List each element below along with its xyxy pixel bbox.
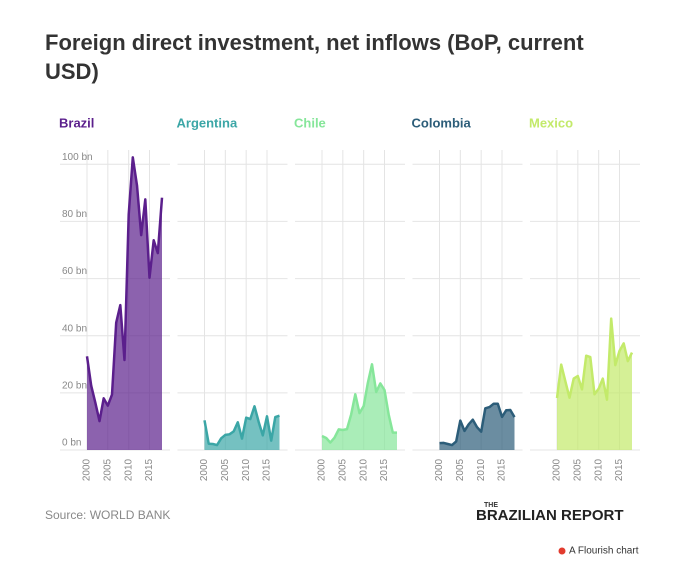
y-tick-label: 20 bn	[62, 380, 87, 391]
x-tick-label: 2000	[552, 458, 563, 481]
x-tick-label: 2005	[572, 458, 583, 481]
area	[322, 364, 397, 450]
x-tick-label: 2005	[455, 458, 466, 481]
x-tick-label: 2015	[262, 458, 273, 481]
facet-title: Mexico	[529, 115, 573, 130]
credit: A Flourish chart	[569, 546, 639, 557]
facet-title: Chile	[294, 115, 326, 130]
logo-top: THE	[484, 502, 498, 509]
x-tick-label: 2010	[241, 458, 252, 481]
facet-title: Colombia	[412, 115, 472, 130]
line	[85, 156, 164, 423]
y-tick-label: 60 bn	[62, 266, 87, 277]
y-tick-label: 80 bn	[62, 209, 87, 220]
x-tick-label: 2015	[379, 458, 390, 481]
x-tick-label: 2005	[220, 458, 231, 481]
area	[204, 406, 280, 450]
facet-title: Brazil	[59, 115, 94, 130]
line	[321, 363, 397, 444]
facet-title: Argentina	[177, 115, 238, 130]
credit-icon	[558, 547, 566, 555]
logo: BRAZILIAN REPORT	[476, 507, 624, 524]
y-tick-label: 100 bn	[62, 152, 93, 163]
source: Source: WORLD BANK	[45, 508, 170, 522]
line	[439, 402, 516, 447]
x-tick-label: 2005	[337, 458, 348, 481]
x-tick-label: 2000	[82, 458, 93, 481]
x-tick-label: 2010	[358, 458, 369, 481]
x-tick-label: 2000	[434, 458, 445, 481]
x-tick-label: 2000	[199, 458, 210, 481]
y-tick-label: 40 bn	[62, 323, 87, 334]
x-tick-label: 2010	[476, 458, 487, 481]
chart-title: Foreign direct investment, net inflows (…	[45, 30, 584, 84]
x-tick-label: 2015	[144, 458, 155, 481]
x-tick-label: 2015	[497, 458, 508, 481]
x-tick-label: 2010	[123, 458, 134, 481]
x-tick-label: 2005	[102, 458, 113, 481]
x-tick-label: 2000	[317, 458, 328, 481]
x-tick-label: 2010	[593, 458, 604, 481]
y-tick-label: 0 bn	[62, 438, 81, 449]
area	[439, 403, 515, 450]
x-tick-label: 2015	[614, 458, 625, 481]
line	[555, 317, 634, 401]
line	[203, 405, 280, 447]
area	[87, 157, 162, 450]
